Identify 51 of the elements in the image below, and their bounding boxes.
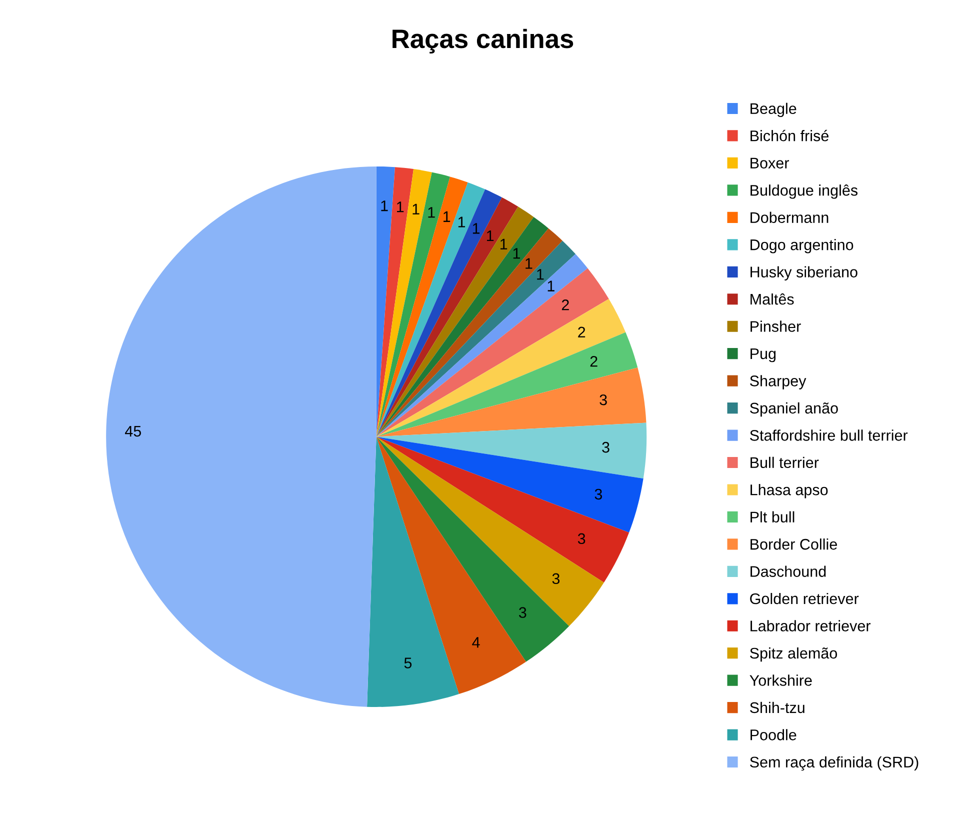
legend-label: Labrador retriever: [750, 620, 871, 632]
data-label: 3: [552, 573, 560, 584]
legend-label: Dobermann: [750, 212, 828, 223]
data-label: 1: [537, 269, 544, 280]
legend-label: Buldogue inglês: [750, 184, 858, 199]
legend-label: Shih-tzu: [750, 702, 804, 714]
legend-label: Maltês: [750, 293, 794, 305]
legend-label: Border Collie: [750, 538, 837, 550]
chart-title: Raças caninas: [392, 28, 574, 54]
data-label: 2: [578, 326, 586, 338]
legend-label: Pug: [750, 348, 776, 362]
legend-label: Staffordshire bull terrier: [750, 430, 908, 441]
data-label: 1: [526, 258, 532, 269]
data-label: 1: [486, 230, 494, 242]
legend-label: Golden retriever: [750, 592, 859, 604]
data-label: 1: [548, 280, 554, 292]
legend-label: Pinsher: [750, 320, 801, 332]
data-label: 2: [562, 300, 569, 310]
legend-label: Spitz alemão: [750, 647, 838, 662]
data-label: 3: [519, 607, 526, 618]
legend-label: Lhasa apso: [750, 484, 828, 498]
data-label: 1: [412, 204, 420, 214]
data-label: 1: [500, 238, 508, 250]
data-label: 3: [578, 533, 586, 544]
legend-label: Yorkshire: [750, 674, 812, 686]
legend-label: Beagle: [750, 102, 796, 118]
data-label: 1: [444, 211, 450, 222]
legend-label: Sem raça definida (SRD): [750, 756, 918, 771]
data-label: 5: [404, 658, 412, 668]
legend-label: Sharpey: [750, 375, 806, 390]
data-label: 3: [602, 442, 610, 453]
legend-label: Dogo argentino: [750, 238, 854, 254]
legend-label: Daschound: [750, 566, 826, 577]
legend-label: Bull terrier: [750, 456, 819, 468]
data-label: 45: [124, 426, 141, 437]
data-label: 1: [513, 248, 520, 259]
legend-label: Spaniel anão: [750, 402, 838, 417]
data-label: 2: [590, 356, 598, 367]
legend-label: Bichón frisé: [750, 130, 828, 142]
legend-label: Poodle: [750, 729, 796, 740]
legend-label: Plt bull: [750, 511, 794, 522]
legend-label: Husky siberiano: [750, 266, 858, 280]
data-label: 1: [428, 207, 435, 218]
data-label: 1: [472, 223, 480, 234]
data-label: 1: [381, 200, 388, 212]
data-label: 3: [600, 394, 607, 406]
data-label: 4: [472, 637, 480, 648]
legend-label: Boxer: [750, 158, 789, 168]
data-label: 1: [458, 216, 466, 228]
data-label: 1: [397, 202, 404, 212]
data-label: 3: [594, 488, 602, 500]
